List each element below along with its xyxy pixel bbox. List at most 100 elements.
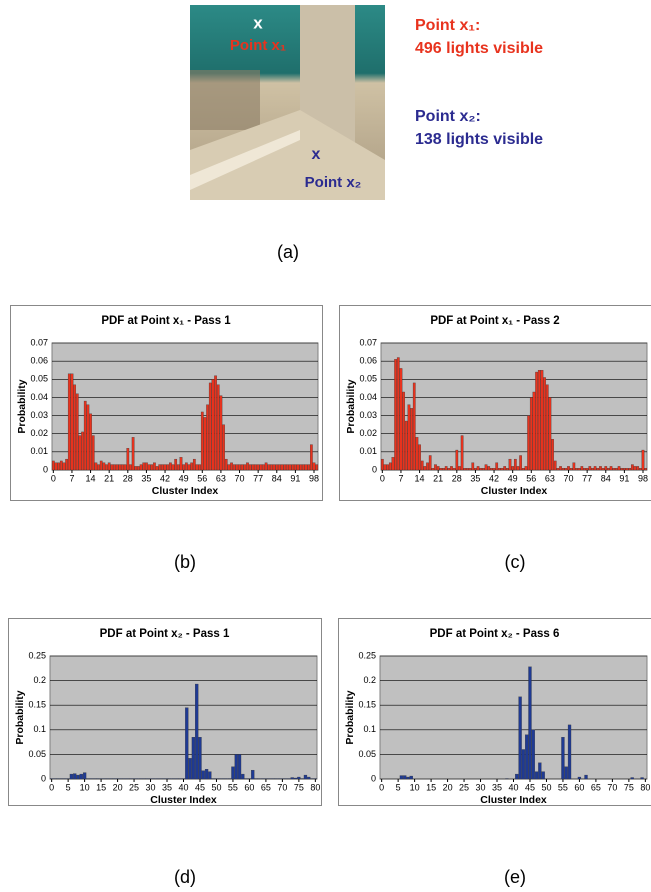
bar [222,424,225,471]
bar [394,359,397,471]
bar [75,393,79,471]
bar [644,468,648,471]
y-tick-label: 0 [41,773,46,783]
bar [410,408,413,471]
annotation-heading: Point x₂: [415,108,481,125]
bar [82,772,87,780]
bar [224,458,228,471]
y-tick-label: 0.04 [30,392,48,402]
bar [57,462,60,471]
bar [291,464,295,471]
bar [423,466,427,471]
bar [458,466,461,471]
x-tick-label: 25 [129,782,139,792]
bar [623,468,626,471]
bar [545,384,549,471]
y-tick-label: 0.05 [30,374,48,384]
bar [455,449,459,471]
bar [388,462,392,471]
bar [593,466,597,471]
y-tick-label: 0.05 [359,374,377,384]
bar [442,468,445,471]
y-axis-label: Probability [344,690,356,744]
bar [294,464,297,471]
chart-title: PDF at Point x₁ - Pass 2 [430,315,559,327]
bar [240,464,244,471]
photo-label: Point x₁ [230,37,286,54]
bar [102,462,106,471]
annotation-text: 496 lights visible [415,40,543,57]
bar [312,462,316,471]
x-tick-label: 70 [235,473,245,483]
bar [585,468,589,471]
x-tick-label: 25 [459,782,469,792]
y-tick-label: 0 [43,464,48,474]
bar [601,468,605,471]
bar [238,464,241,471]
panel-label: (b) [174,552,196,572]
bar [596,468,600,471]
x-tick-label: 28 [123,473,133,483]
bar [631,464,634,471]
bar [251,464,255,471]
bar [198,737,202,780]
bar [525,734,529,780]
bar [577,776,582,780]
y-axis-label: Probability [345,379,357,433]
x-axis-label: Cluster Index [481,485,548,497]
bar [482,468,485,471]
x-tick-label: 35 [162,782,172,792]
bar [532,391,536,471]
x-tick-label: 35 [492,782,502,792]
bar [208,382,212,471]
x-tick-label: 7 [398,473,403,483]
bar [474,468,477,471]
bar [118,464,122,471]
bar [73,773,77,780]
bar [577,468,581,471]
x-tick-label: 30 [476,782,486,792]
bar [179,457,183,471]
bar [513,458,517,471]
bar [81,431,84,471]
bar [452,468,456,471]
bar [286,464,289,471]
bar [584,774,588,780]
bar [76,774,80,780]
y-tick-label: 0.1 [363,724,376,734]
bar [105,464,108,471]
x-tick-label: 70 [277,782,287,792]
bar [129,464,132,471]
bar [612,468,616,471]
bar [155,466,159,471]
bar [567,724,572,780]
bar [444,466,448,471]
photo: x x Point x₁ Point x₂ [190,5,385,200]
bar [599,466,602,471]
bar [70,373,74,471]
x-tick-label: 80 [640,782,650,792]
bar [476,466,480,471]
bar [534,771,539,780]
bar [548,397,552,471]
bar [636,466,640,471]
bar [280,464,284,471]
bar [620,468,624,471]
bar [609,466,613,471]
bar [391,457,395,471]
bar [463,468,467,471]
marker-x1: x [253,13,263,32]
bar [553,460,557,471]
bar [187,464,191,471]
bar [418,444,421,471]
bar [506,468,509,471]
bar [91,435,95,471]
bar [406,776,410,780]
bar [515,773,519,780]
bar [484,464,488,471]
bar [471,462,475,471]
x-tick-label: 10 [80,782,90,792]
bar [97,464,100,471]
y-tick-label: 0.2 [33,675,46,685]
